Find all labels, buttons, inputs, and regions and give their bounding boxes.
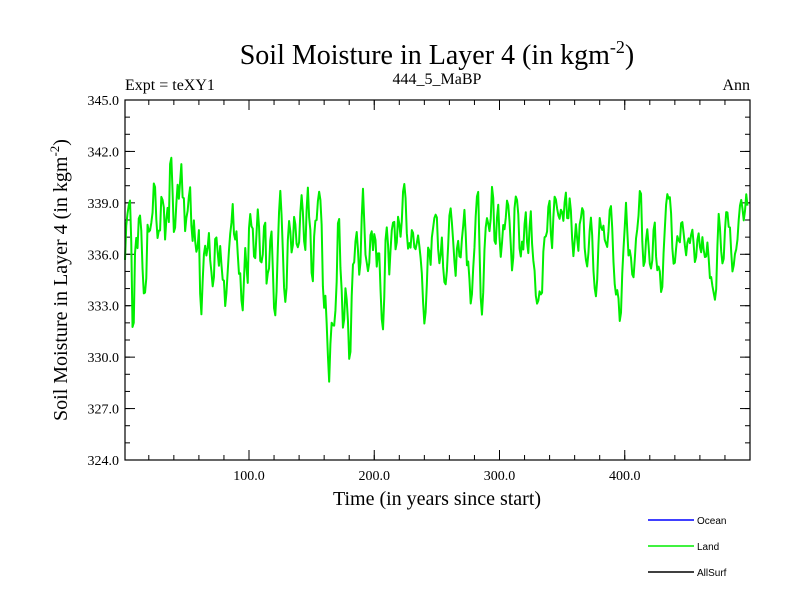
subtitle-right: Ann: [722, 77, 750, 94]
plot-layer: [124, 99, 751, 461]
y-tick-label: 330.0: [88, 351, 120, 366]
y-tick-label: 345.0: [88, 94, 120, 109]
plot-frame: [124, 99, 751, 461]
y-tick-label: 339.0: [88, 197, 120, 212]
chart-title: Soil Moisture in Layer 4 (in kgm-2): [240, 37, 635, 71]
y-tick-label: 333.0: [88, 300, 120, 315]
x-tick-label: 400.0: [609, 469, 641, 484]
x-tick-label: 200.0: [358, 469, 390, 484]
y-axis-label-main: Soil Moisture in Layer 4 (in kgm: [50, 156, 72, 421]
series-line-land: [124, 156, 749, 383]
y-tick-label: 327.0: [88, 403, 120, 418]
y-axis-label-suffix: ): [50, 139, 72, 146]
subtitle-center: 444_5_MaBP: [393, 71, 482, 88]
y-tick-label: 324.0: [88, 454, 120, 469]
y-tick-label: 336.0: [88, 248, 120, 263]
y-axis-label: Soil Moisture in Layer 4 (in kgm-2): [47, 139, 72, 421]
ticks-layer: 100.0 200.0 300.0 400.0 324.0 327.0 330.0 333.0…: [88, 94, 750, 484]
y-axis-label-superscript: -2: [47, 146, 62, 157]
chart-title-superscript: -2: [610, 37, 625, 57]
chart-title-suffix: ): [625, 40, 634, 71]
subtitle-left: Expt = teXY1: [125, 77, 215, 94]
chart-title-main: Soil Moisture in Layer 4 (in kgm: [240, 40, 610, 71]
legend-label-land: Land: [697, 542, 719, 553]
x-axis-label: Time (in years since start): [333, 488, 541, 510]
legend: Ocean Land AllSurf: [648, 516, 727, 579]
x-tick-label: 100.0: [233, 469, 265, 484]
x-tick-label: 300.0: [484, 469, 516, 484]
legend-label-allsurf: AllSurf: [697, 568, 727, 579]
legend-label-ocean: Ocean: [697, 516, 726, 527]
y-tick-label: 342.0: [88, 145, 120, 160]
